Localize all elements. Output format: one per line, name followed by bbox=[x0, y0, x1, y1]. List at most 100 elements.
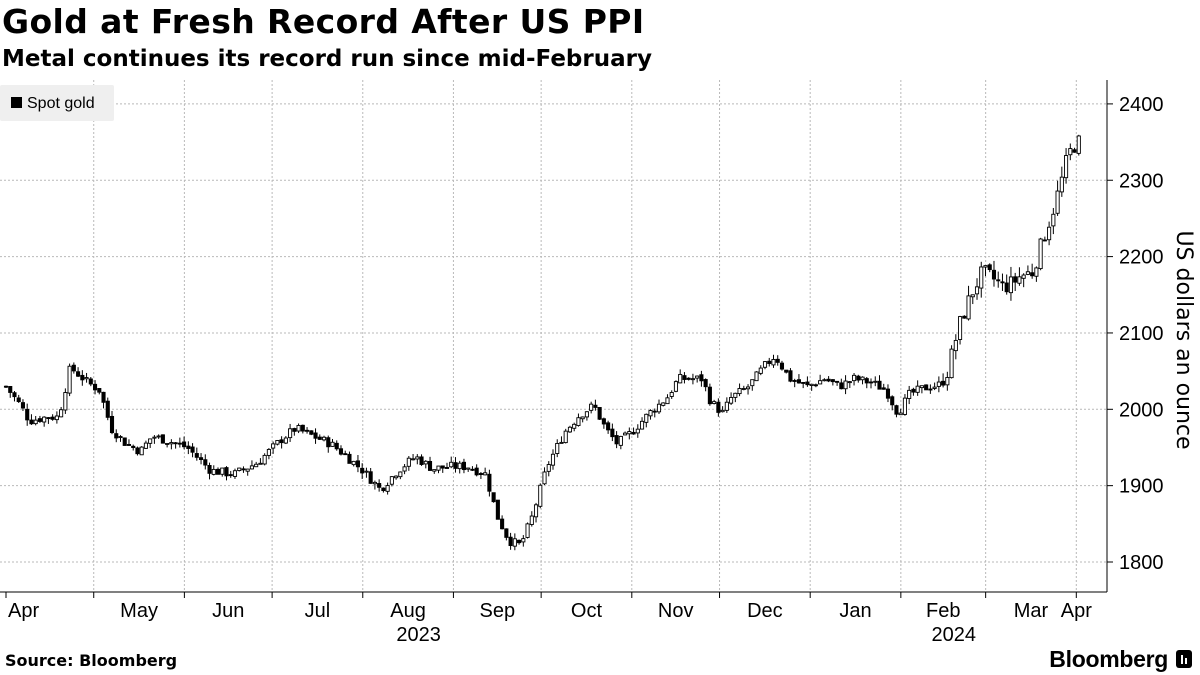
page-subtitle: Metal continues its record run since mid… bbox=[2, 46, 652, 72]
legend-label-spot-gold: Spot gold bbox=[27, 95, 95, 112]
candle-body-44 bbox=[190, 446, 195, 453]
candle-body-249 bbox=[1059, 176, 1064, 193]
candle-body-107 bbox=[457, 462, 462, 470]
candle-body-225 bbox=[958, 316, 963, 340]
candle-body-81 bbox=[347, 453, 352, 464]
candle-body-160 bbox=[682, 375, 687, 380]
candle-body-220 bbox=[936, 381, 941, 387]
legend-background bbox=[0, 85, 114, 121]
candle-body-125 bbox=[533, 504, 539, 518]
candle-body-136 bbox=[580, 416, 585, 420]
candle-body-83 bbox=[355, 460, 360, 468]
candle-body-185 bbox=[788, 370, 793, 382]
y-tick-label-1900: 1900 bbox=[1119, 476, 1164, 498]
candle-body-43 bbox=[186, 445, 191, 449]
candle-body-196 bbox=[835, 380, 840, 383]
candle-body-235 bbox=[1000, 281, 1005, 284]
candle-body-29 bbox=[126, 444, 132, 446]
candle-body-212 bbox=[902, 397, 907, 415]
candle-body-55 bbox=[237, 467, 242, 471]
x-month-label-10: Feb bbox=[926, 600, 960, 622]
bloomberg-logo: Bloomberg bbox=[1049, 645, 1192, 673]
candle-body-94 bbox=[402, 466, 407, 472]
candle-body-14 bbox=[63, 392, 68, 411]
candle-body-157 bbox=[669, 392, 674, 397]
candle-body-88 bbox=[377, 483, 382, 488]
candle-body-51 bbox=[220, 467, 225, 475]
candle-body-3 bbox=[16, 397, 21, 403]
candle-body-0 bbox=[3, 385, 9, 388]
candle-body-6 bbox=[29, 419, 34, 425]
candle-body-187 bbox=[796, 379, 801, 384]
candle-body-28 bbox=[122, 437, 127, 446]
candle-body-131 bbox=[559, 441, 564, 444]
candle-body-104 bbox=[444, 467, 450, 469]
candle-body-191 bbox=[813, 384, 818, 387]
candle-body-13 bbox=[59, 409, 64, 418]
candle-body-161 bbox=[686, 377, 691, 380]
candle-body-114 bbox=[487, 473, 492, 492]
candle-body-219 bbox=[932, 386, 937, 389]
candle-body-146 bbox=[623, 432, 628, 436]
candle-body-186 bbox=[792, 380, 797, 382]
candle-body-236 bbox=[1004, 282, 1009, 293]
candle-body-123 bbox=[525, 523, 530, 538]
candle-body-103 bbox=[440, 465, 445, 469]
y-tick-label-2200: 2200 bbox=[1119, 247, 1164, 269]
candle-body-250 bbox=[1064, 155, 1069, 179]
candlestick-series bbox=[3, 134, 1081, 551]
candle-body-70 bbox=[300, 424, 305, 432]
candle-body-63 bbox=[271, 443, 276, 449]
legend: Spot gold bbox=[0, 85, 114, 121]
candle-body-156 bbox=[665, 397, 670, 405]
candle-body-36 bbox=[156, 435, 161, 438]
candle-body-64 bbox=[275, 440, 280, 445]
candle-body-135 bbox=[576, 417, 581, 426]
candle-body-95 bbox=[406, 457, 411, 467]
candle-body-71 bbox=[305, 429, 310, 432]
candle-body-56 bbox=[241, 468, 246, 471]
candle-body-40 bbox=[173, 442, 178, 445]
candle-body-115 bbox=[491, 492, 496, 503]
candle-body-201 bbox=[856, 375, 861, 381]
candle-body-99 bbox=[423, 460, 428, 465]
candle-body-15 bbox=[67, 365, 72, 394]
candle-body-198 bbox=[843, 380, 848, 390]
candle-body-139 bbox=[593, 404, 598, 408]
y-tick-label-2300: 2300 bbox=[1119, 170, 1164, 192]
candle-body-126 bbox=[538, 484, 543, 507]
candle-body-42 bbox=[182, 441, 187, 448]
candle-body-169 bbox=[720, 409, 725, 413]
candle-body-72 bbox=[309, 430, 314, 435]
candle-body-167 bbox=[712, 401, 717, 404]
candle-body-41 bbox=[177, 442, 182, 445]
candle-body-97 bbox=[415, 456, 420, 460]
candle-body-129 bbox=[550, 453, 556, 466]
brand-wordmark: Bloomberg bbox=[1049, 645, 1168, 672]
candle-body-60 bbox=[258, 462, 263, 465]
candle-body-190 bbox=[809, 383, 814, 386]
candle-body-67 bbox=[288, 428, 293, 439]
candle-body-111 bbox=[474, 467, 479, 476]
candle-body-5 bbox=[25, 408, 30, 421]
candle-body-234 bbox=[996, 279, 1001, 282]
candle-body-27 bbox=[118, 436, 123, 438]
candle-body-203 bbox=[864, 378, 869, 384]
candle-body-151 bbox=[644, 413, 649, 423]
candle-body-35 bbox=[152, 436, 157, 439]
y-axis-title: US dollars an ounce bbox=[1171, 230, 1196, 449]
candle-body-34 bbox=[148, 438, 153, 444]
candle-body-59 bbox=[254, 463, 259, 468]
candle-body-150 bbox=[639, 420, 645, 430]
x-month-label-1: May bbox=[120, 600, 158, 622]
candle-body-133 bbox=[567, 426, 573, 433]
candle-body-117 bbox=[500, 518, 505, 530]
y-tick-label-2100: 2100 bbox=[1119, 323, 1164, 345]
candle-body-223 bbox=[949, 348, 954, 379]
x-month-label-7: Nov bbox=[658, 600, 694, 622]
candle-body-181 bbox=[771, 358, 776, 366]
candle-body-48 bbox=[207, 465, 212, 474]
candle-body-244 bbox=[1038, 238, 1043, 270]
candle-body-91 bbox=[389, 476, 394, 485]
candle-body-79 bbox=[338, 448, 344, 455]
